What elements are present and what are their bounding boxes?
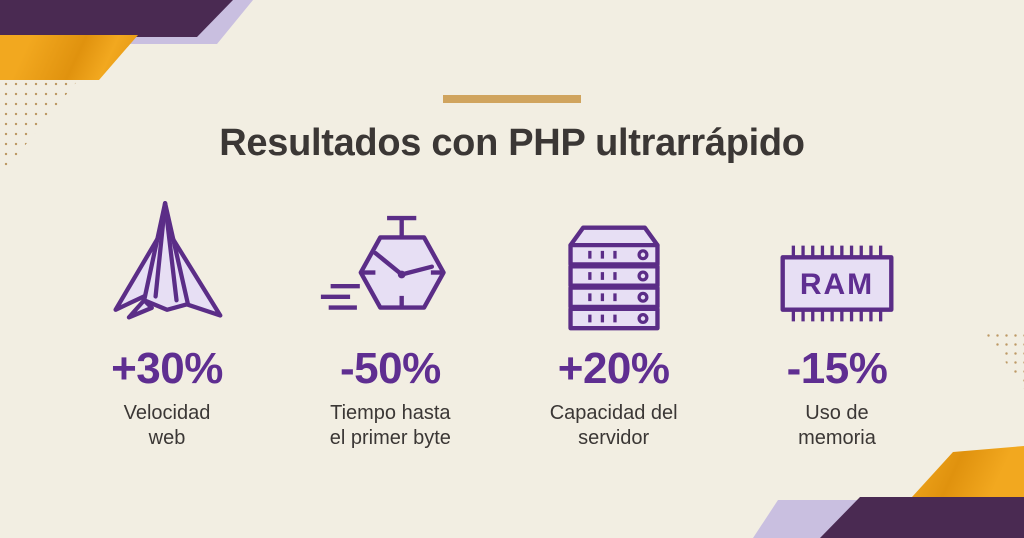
corner-plum-shape-top-left (0, 0, 233, 37)
stat-value: +20% (557, 344, 670, 393)
stat-label: Tiempo hasta el primer byte (329, 402, 451, 449)
page-title: Resultados con PHP ultrarrápido (219, 122, 805, 164)
stat-velocidad-web: +30% Velocidad web (62, 193, 272, 451)
stat-value: -50% (339, 344, 441, 393)
stat-tiempo-primer-byte: -50% Tiempo hasta el primer byte (285, 193, 495, 451)
dot-pattern-bottom-right (984, 331, 1024, 389)
stat-label: Capacidad del servidor (549, 402, 678, 449)
paper-plane-icon (108, 193, 226, 333)
stat-label: Velocidad web (123, 402, 211, 449)
ram-chip-icon: RAM (773, 193, 901, 333)
header: Resultados con PHP ultrarrápido (0, 0, 1024, 165)
corner-plum-shape-bottom-right (820, 497, 1024, 538)
corner-gold-shape-bottom-right (912, 446, 1024, 497)
stat-label: Uso de memoria (798, 402, 876, 449)
accent-bar (443, 95, 581, 103)
stats-row: +30% Velocidad web -50% (62, 193, 942, 451)
server-stack-icon (555, 193, 673, 333)
stat-value: +30% (111, 344, 223, 393)
ram-chip-label: RAM (800, 268, 874, 301)
stat-capacidad-servidor: +20% Capacidad del servidor (509, 193, 719, 451)
stat-uso-memoria: RAM -15% Uso de memoria (732, 193, 942, 451)
speed-clock-icon (317, 193, 463, 333)
stat-value: -15% (786, 344, 888, 393)
